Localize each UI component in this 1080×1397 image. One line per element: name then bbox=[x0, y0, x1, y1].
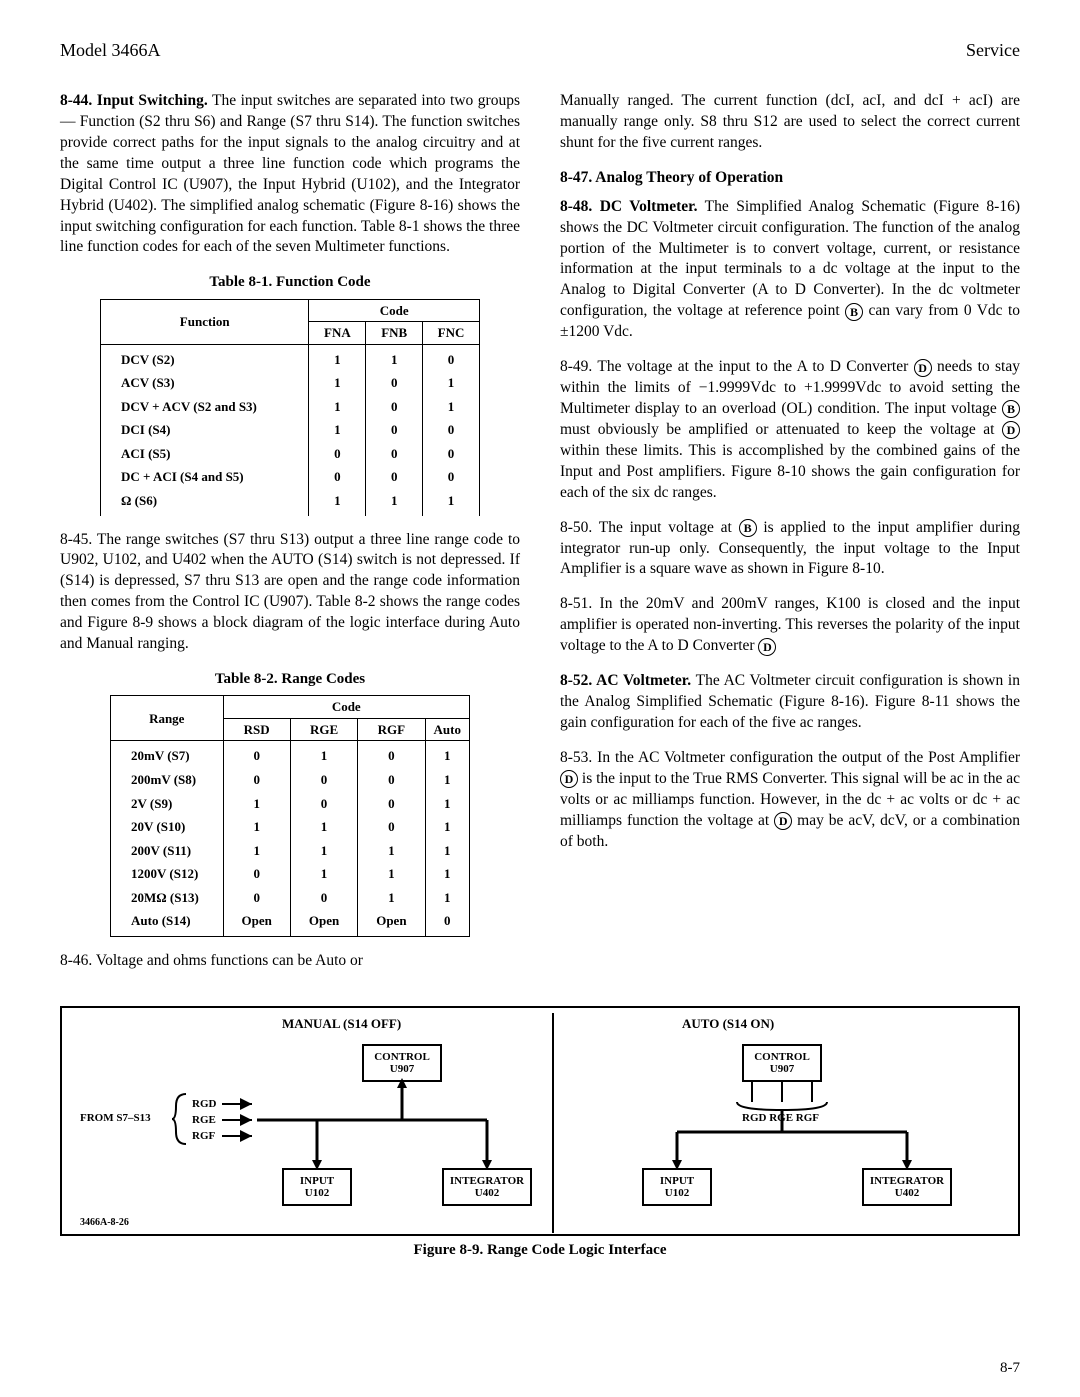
table-8-1-caption: Table 8-1. Function Code bbox=[60, 272, 520, 292]
para-8-44: 8-44. Input Switching. The input switche… bbox=[60, 91, 520, 258]
rge-label: RGE bbox=[192, 1114, 216, 1126]
para-8-51: 8-51. In the 20mV and 200mV ranges, K100… bbox=[560, 594, 1020, 657]
header-right: Service bbox=[966, 40, 1020, 61]
manual-control-box: CONTROLU907 bbox=[362, 1044, 442, 1082]
manual-label: MANUAL (S14 OFF) bbox=[282, 1016, 401, 1032]
para-8-52: 8-52. AC Voltmeter. The AC Voltmeter cir… bbox=[560, 671, 1020, 734]
table-8-1: Function Code FNA FNB FNC DCV (S2)ACV (S… bbox=[100, 299, 480, 516]
page-number: 8-7 bbox=[1000, 1360, 1020, 1377]
diagram-partnum: 3466A-8-26 bbox=[80, 1217, 129, 1228]
para-8-46: 8-46. Voltage and ohms functions can be … bbox=[60, 951, 520, 972]
para-8-45: 8-45. The range switches (S7 thru S13) o… bbox=[60, 530, 520, 656]
rgf-label: RGF bbox=[192, 1130, 215, 1142]
table-8-2-caption: Table 8-2. Range Codes bbox=[60, 669, 520, 689]
rgd-label: RGD bbox=[192, 1098, 216, 1110]
table-8-2: Range Code RSD RGE RGF Auto 20mV (S7)200… bbox=[110, 695, 470, 936]
para-8-48: 8-48. DC Voltmeter. The Simplified Analo… bbox=[560, 197, 1020, 343]
para-8-49: 8-49. The voltage at the input to the A … bbox=[560, 357, 1020, 503]
header-left: Model 3466A bbox=[60, 40, 161, 61]
para-8-50: 8-50. The input voltage at B is applied … bbox=[560, 518, 1020, 581]
left-column: 8-44. Input Switching. The input switche… bbox=[60, 91, 520, 986]
para-8-53: 8-53. In the AC Voltmeter configuration … bbox=[560, 748, 1020, 853]
auto-control-box: CONTROLU907 bbox=[742, 1044, 822, 1082]
figure-8-9-diagram: MANUAL (S14 OFF) AUTO (S14 ON) CONTROLU9… bbox=[60, 1006, 1020, 1236]
auto-label: AUTO (S14 ON) bbox=[682, 1016, 774, 1032]
from-label: FROM S7–S13 bbox=[80, 1112, 151, 1124]
figure-8-9-caption: Figure 8-9. Range Code Logic Interface bbox=[60, 1242, 1020, 1259]
section-8-47: 8-47. Analog Theory of Operation bbox=[560, 168, 1020, 189]
right-column: Manually ranged. The current function (d… bbox=[560, 91, 1020, 986]
para-8-46b: Manually ranged. The current function (d… bbox=[560, 91, 1020, 154]
